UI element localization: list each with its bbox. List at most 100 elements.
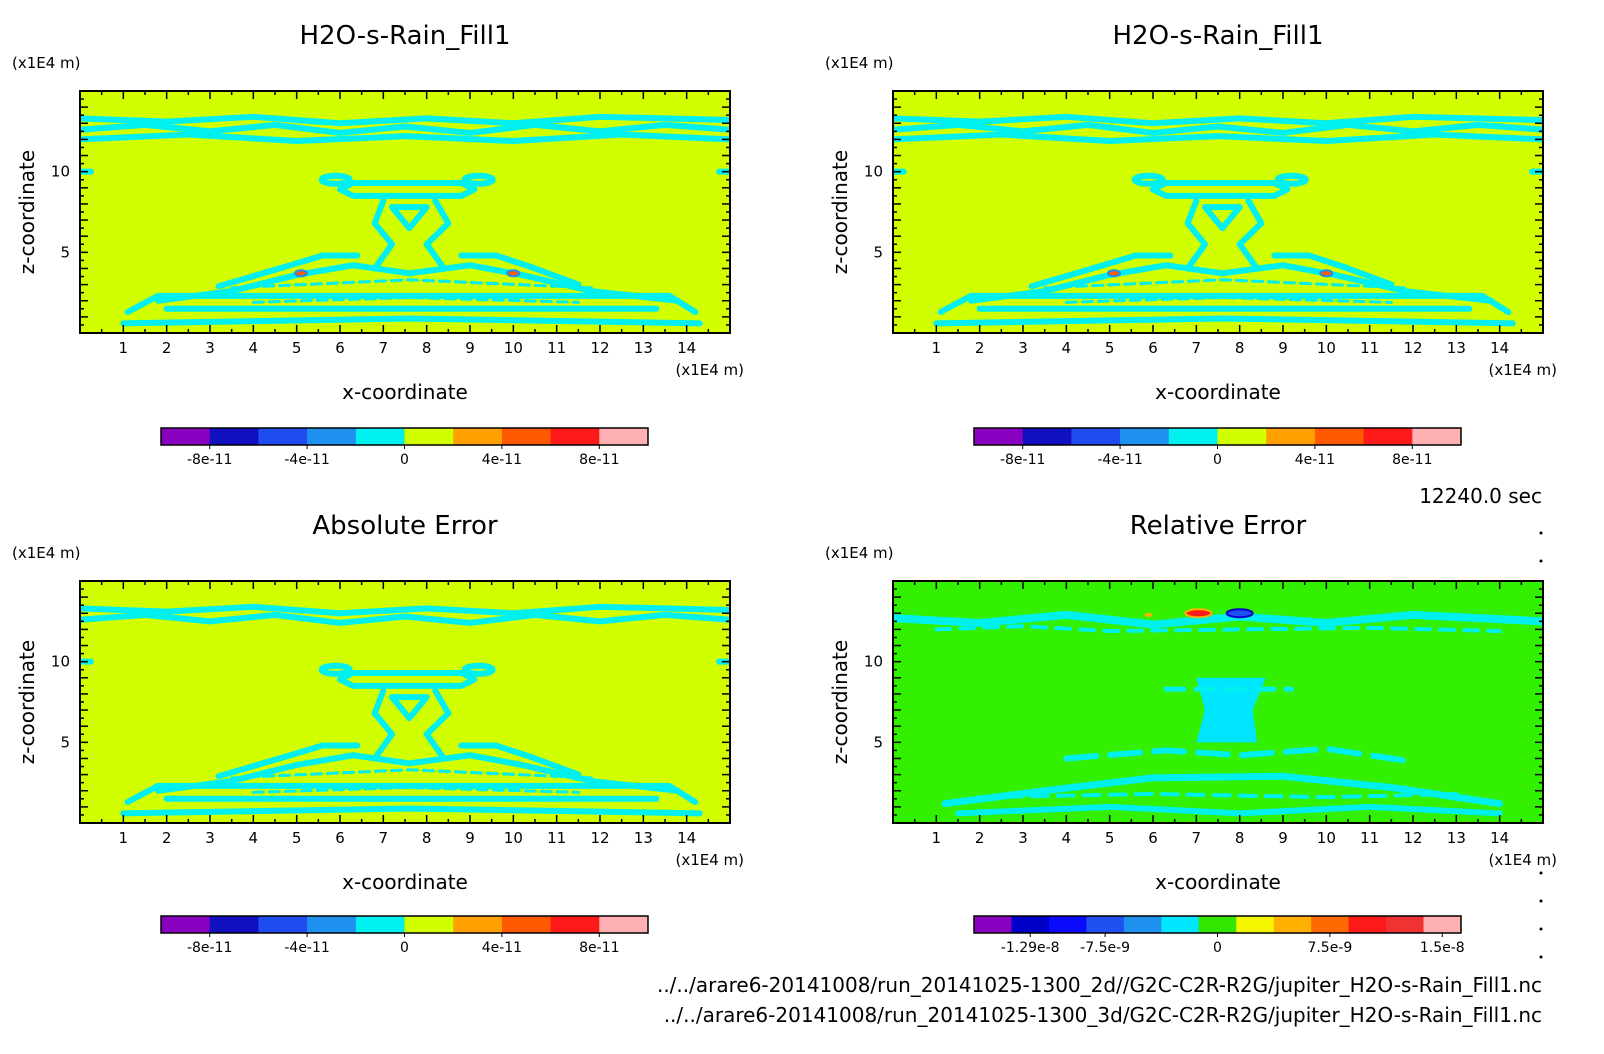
contour-band: [458, 742, 582, 778]
colorbar-swatch: [1123, 916, 1162, 933]
contour-band: [80, 121, 730, 136]
contour-band: [251, 786, 580, 794]
colorbar-swatch: [599, 428, 649, 445]
colorbar-swatch: [1423, 916, 1462, 933]
y-unit-label: (x1E4 m): [12, 544, 81, 562]
x-tick-label: 12: [590, 829, 609, 847]
contour-band: [124, 782, 699, 806]
margin-dot: [1539, 899, 1543, 903]
colorbar-tick-label: 4e-11: [482, 940, 522, 956]
contour-band: [461, 172, 496, 187]
chart-panel-2: H2O-s-Rain_Fill1(x1E4 m)(x1E4 m)1 2 3 4 5 6 7 8…: [825, 21, 1557, 468]
x-tick-label: 2: [975, 829, 985, 847]
x-tick-label: 14: [1490, 339, 1509, 357]
y-tick-label: 10: [864, 653, 883, 671]
contour-band: [458, 252, 582, 288]
colorbar-swatch: [355, 916, 405, 933]
time-label: 12240.0 sec: [1419, 484, 1542, 508]
file-path-2: ../../arare6-20141008/run_20141025-1300_…: [664, 1003, 1542, 1027]
contour-band: [120, 805, 703, 817]
x-tick-label: 3: [205, 829, 215, 847]
x-tick-label: 1: [119, 339, 129, 357]
chart-title: Relative Error: [1130, 511, 1307, 541]
colorbar-swatch: [1217, 428, 1267, 445]
x-tick-label: 2: [162, 829, 172, 847]
x-tick-label: 11: [547, 339, 566, 357]
margin-dot: [1539, 871, 1543, 875]
contour-band: [893, 113, 1543, 127]
y-tick-label: 5: [873, 243, 883, 261]
contour-band: [893, 131, 1543, 145]
x-tick-label: 6: [335, 829, 345, 847]
chart-title: Absolute Error: [312, 511, 498, 541]
y-axis-title: z-coordinate: [828, 150, 852, 274]
x-tick-label: 14: [677, 339, 696, 357]
y-tick-label: 10: [864, 163, 883, 181]
colorbar-swatch: [1266, 428, 1316, 445]
contour-band: [337, 179, 478, 199]
y-unit-label: (x1E4 m): [12, 54, 81, 72]
contour-band: [120, 315, 703, 327]
y-ticks: 5 10: [864, 580, 1543, 824]
y-axis-title: z-coordinate: [15, 640, 39, 764]
extreme-spot: [1107, 269, 1121, 278]
colorbar-swatch: [1311, 916, 1350, 933]
x-unit-label: (x1E4 m): [1488, 851, 1557, 869]
colorbar-swatch: [453, 916, 503, 933]
x-axis-title: x-coordinate: [342, 380, 468, 404]
x-axis-title: x-coordinate: [1155, 870, 1281, 894]
x-tick-label: 10: [504, 339, 523, 357]
colorbar-tick-label: 1.5e-8: [1420, 940, 1465, 956]
contour-band: [1196, 677, 1266, 743]
colorbar: -8e-11 -4e-11 0 4e-11 8e-11: [160, 915, 649, 956]
x-tick-label: 5: [1105, 339, 1115, 357]
x-tick-label: 5: [1105, 829, 1115, 847]
colorbar-tick-label: 8e-11: [1392, 452, 1432, 468]
contour-band: [977, 791, 1459, 800]
x-tick-label: 7: [1192, 339, 1202, 357]
contour-band: [1184, 197, 1208, 272]
x-tick-label: 6: [1148, 339, 1158, 357]
colorbar: -8e-11 -4e-11 0 4e-11 8e-11: [160, 427, 649, 468]
contour-band: [955, 803, 1503, 817]
contour-band: [318, 172, 353, 187]
extreme-spot: [1144, 612, 1153, 617]
contour-band: [1028, 252, 1174, 290]
colorbar: -8e-11 -4e-11 0 4e-11 8e-11: [973, 427, 1462, 468]
colorbar-swatch: [1086, 916, 1125, 933]
chart-panel-4: Relative Error(x1E4 m)(x1E4 m)1 2 3 4 5 6 7 8 9 1…: [825, 511, 1557, 956]
x-tick-label: 8: [1235, 339, 1245, 357]
colorbar-swatch: [161, 916, 211, 933]
contour-band: [371, 687, 395, 762]
colorbar-swatch: [307, 916, 357, 933]
x-ticks: 1 2 3 4 5 6 7 8 9 10 11 12 13 14: [892, 581, 1544, 847]
colorbar-swatch: [1236, 916, 1275, 933]
x-tick-label: 6: [1148, 829, 1158, 847]
chart-panel-1: H2O-s-Rain_Fill1(x1E4 m)(x1E4 m)1 2 3 4 5 6 7 8…: [12, 21, 744, 468]
contour-band: [461, 662, 496, 677]
colorbar-tick-label: -8e-11: [1000, 452, 1045, 468]
colorbar-swatch: [1161, 916, 1200, 933]
x-tick-label: 3: [205, 339, 215, 357]
x-tick-label: 1: [932, 829, 942, 847]
colorbar-swatch: [501, 916, 552, 933]
contour-band: [1271, 252, 1395, 288]
extreme-spot: [1225, 608, 1254, 619]
contour-band: [1274, 172, 1309, 187]
x-tick-label: 5: [292, 339, 302, 357]
contour-band: [80, 611, 730, 626]
x-tick-label: 3: [1018, 339, 1028, 357]
contour-band: [941, 772, 1504, 808]
x-tick-label: 5: [292, 829, 302, 847]
y-ticks: 5 10: [51, 90, 730, 334]
contour-band: [1131, 172, 1166, 187]
colorbar-swatch: [1198, 916, 1237, 933]
x-tick-label: 1: [119, 829, 129, 847]
x-tick-label: 10: [1317, 339, 1336, 357]
colorbar-swatch: [1386, 916, 1425, 933]
extreme-spot: [1184, 608, 1213, 619]
contour-band: [251, 296, 580, 304]
colorbar-tick-label: 4e-11: [482, 452, 522, 468]
extreme-spot: [1319, 269, 1334, 278]
colorbar-swatch: [1022, 428, 1072, 445]
